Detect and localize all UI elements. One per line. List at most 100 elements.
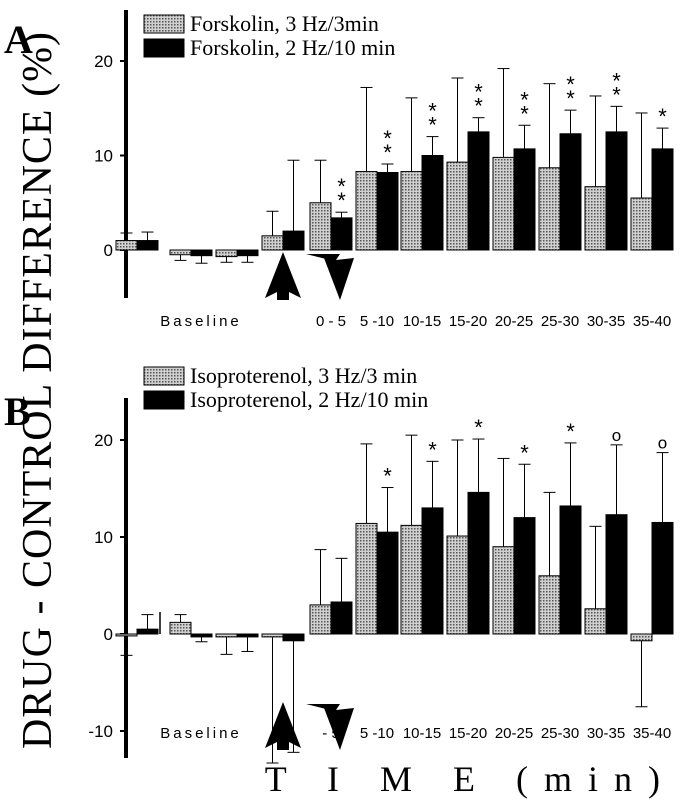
- panel-B-category-label-1: Baseline: [160, 725, 242, 742]
- panel-A-bar-s1-6: [400, 171, 423, 251]
- panel-B-bar-s2-5: [376, 531, 399, 635]
- panel-A-sig-mark-10-1: *: [612, 68, 621, 93]
- panel-B-bar-s1-6: [400, 524, 423, 635]
- panel-A-sig-mark-8-1: *: [520, 87, 529, 112]
- panel-A-bar-s1-5: [355, 171, 378, 251]
- panel-A-sig-mark-6-1: *: [428, 99, 437, 124]
- panel-A-bar-s1-7: [446, 161, 469, 251]
- panel-A-bar-s1-2: [215, 249, 238, 258]
- panel-A-bar-s2-7: [467, 131, 490, 251]
- panel-A-bar-s2-2: [236, 249, 259, 257]
- panel-B-sig-mark-6-0: *: [428, 437, 437, 462]
- panel-B-bar-s2-4: [330, 601, 353, 635]
- panel-A-ytick-label: 0: [104, 241, 113, 260]
- panel-A-bar-s2-1: [190, 249, 213, 257]
- panel-B-bar-s2-1: [190, 633, 213, 638]
- panel-A-bar-s1-8: [492, 156, 515, 251]
- panel-A-category-label-9: 25-30: [541, 313, 579, 330]
- panel-B-bar-s1-11: [630, 633, 653, 642]
- panel-B-down-arrow-icon: [306, 704, 354, 750]
- panel-A-legend-swatch-2: [143, 38, 185, 58]
- panel-A-sig-mark-5-0: *: [383, 140, 392, 165]
- panel-B-legend-label-2: Isoproterenol, 2 Hz/10 min: [190, 387, 428, 412]
- panel-A-category-label-7: 15-20: [449, 313, 487, 330]
- panel-B-bar-s2-9: [559, 505, 582, 635]
- panel-B-category-label-9: 25-30: [541, 725, 579, 742]
- panel-B-bar-s1-10: [584, 608, 607, 635]
- panel-B-up-arrow-icon: [265, 702, 301, 750]
- panel-A-category-label-8: 20-25: [495, 313, 533, 330]
- panel-B-sig-mark-9-0: *: [566, 419, 575, 444]
- panel-B-ytick-label: 10: [94, 528, 113, 547]
- panel-A-up-arrow-icon: [265, 252, 301, 300]
- panel-B-legend-swatch-1: [143, 366, 185, 386]
- panel-A-sig-mark-7-0: *: [474, 94, 483, 119]
- panel-A-sig-mark-5-1: *: [383, 126, 392, 151]
- panel-B-bar-s2-11: [651, 521, 674, 635]
- panel-A-category-label-11: 35-40: [633, 313, 671, 330]
- panel-B-bar-s1-2: [215, 633, 238, 638]
- panel-A-category-label-5: 5 -10: [360, 313, 394, 330]
- panel-A-category-label-10: 30-35: [587, 313, 625, 330]
- panel-B-category-label-7: 15-20: [449, 725, 487, 742]
- panel-B-legend-swatch-2: [143, 390, 185, 410]
- panel-B-sig-mark-8-0: *: [520, 440, 529, 465]
- panel-A-bar-s2-9: [559, 133, 582, 251]
- panel-A-bar-s1-1: [169, 249, 192, 256]
- panel-B-category-label-11: 35-40: [633, 725, 671, 742]
- panel-A-legend-label-2: Forskolin, 2 Hz/10 min: [190, 35, 395, 60]
- panel-B-bar-s1-0: [115, 633, 138, 637]
- panel-A-down-arrow-icon: [306, 254, 354, 300]
- panel-B-sig-mark-10-0: o: [612, 426, 621, 445]
- x-axis-label: T I M E (min): [264, 759, 676, 799]
- panel-B-bar-s2-0: [136, 628, 159, 635]
- panel-A-legend-label-1: Forskolin, 3 Hz/3min: [190, 11, 379, 36]
- panel-A-ytick-label: 20: [94, 52, 113, 71]
- panel-A-bar-s1-3: [261, 235, 284, 251]
- panel-B-bar-s1-4: [309, 604, 332, 635]
- panel-A-legend-swatch-1: [143, 14, 185, 34]
- panel-B-sig-mark-7-0: *: [474, 415, 483, 440]
- panel-A-ytick-label: 10: [94, 147, 113, 166]
- panel-A-bar-s2-10: [605, 131, 628, 251]
- panel-B-bar-s1-1: [169, 621, 192, 635]
- panel-letter-a: A: [4, 17, 33, 62]
- panel-B-sig-mark-11-0: o: [658, 434, 667, 453]
- panel-B-ytick-label: 20: [94, 431, 113, 450]
- panel-A-sig-mark-7-1: *: [474, 80, 483, 105]
- panel-B-bar-s1-5: [355, 522, 378, 635]
- panel-A-bar-s1-9: [538, 167, 561, 251]
- panel-A-sig-mark-4-1: *: [337, 174, 346, 199]
- panel-B-bar-s2-6: [421, 507, 444, 635]
- panel-B-bar-s1-9: [538, 575, 561, 635]
- panel-B-bar-s2-3: [282, 633, 305, 642]
- panel-A-sig-mark-4-0: *: [337, 188, 346, 213]
- panel-A-sig-mark-10-0: *: [612, 82, 621, 107]
- panel-letter-b: B: [4, 389, 31, 434]
- panel-A-bar-s1-10: [584, 186, 607, 251]
- panel-A-bar-s2-5: [376, 172, 399, 251]
- panel-B-bar-s1-3: [261, 633, 284, 638]
- panel-A-sig-mark-9-1: *: [566, 72, 575, 97]
- panel-A-bar-s1-4: [309, 202, 332, 251]
- panel-A-bar-s2-8: [513, 148, 536, 251]
- panel-A-category-label-4: 0 - 5: [316, 313, 346, 330]
- panel-A-bar-s2-3: [282, 230, 305, 251]
- panel-A-bar-s2-11: [651, 148, 674, 251]
- panel-B-bar-s2-2: [236, 633, 259, 638]
- panel-B-ytick-label: 0: [104, 625, 113, 644]
- panel-A-bar-s1-11: [630, 197, 653, 251]
- panel-B-category-label-8: 20-25: [495, 725, 533, 742]
- panel-A-bar-s2-6: [421, 155, 444, 251]
- panel-A-sig-mark-9-0: *: [566, 86, 575, 111]
- panel-B-category-label-6: 10-15: [403, 725, 441, 742]
- panel-A-category-label-1: Baseline: [160, 313, 242, 330]
- panel-B-bar-s2-10: [605, 514, 628, 635]
- panel-A-sig-mark-6-0: *: [428, 113, 437, 138]
- panel-B-ytick-label: -10: [88, 722, 113, 741]
- panel-B-bar-s2-7: [467, 491, 490, 635]
- panel-B-bar-s2-8: [513, 517, 536, 635]
- panel-B-category-label-10: 30-35: [587, 725, 625, 742]
- panel-A-sig-mark-8-0: *: [520, 101, 529, 126]
